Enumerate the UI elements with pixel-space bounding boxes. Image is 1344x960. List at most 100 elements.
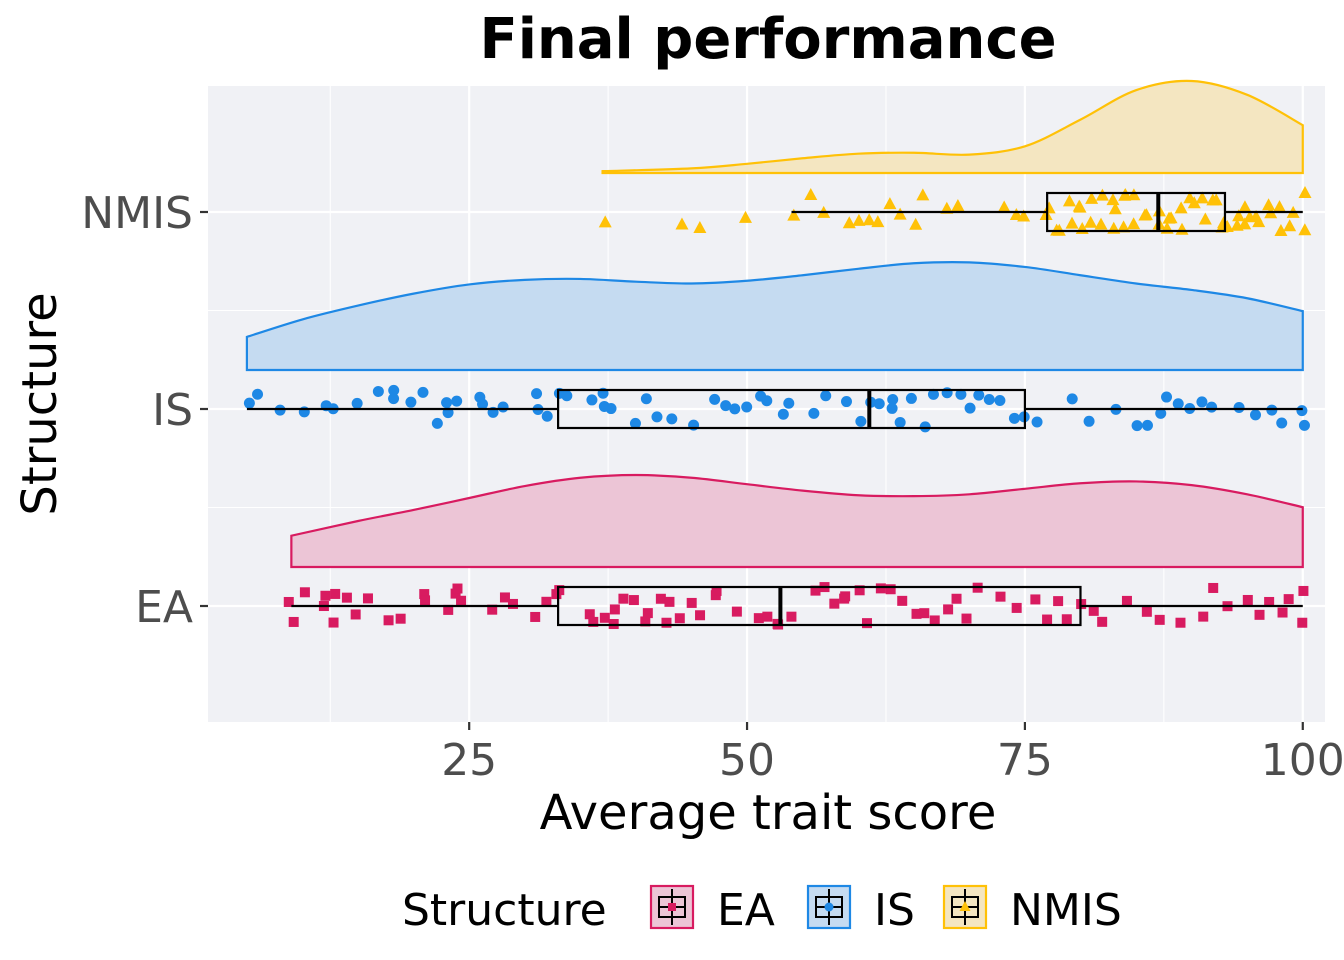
data-point-is [1131, 420, 1143, 432]
legend: Structure EA IS NMIS [402, 884, 1122, 936]
data-point-nmis [804, 188, 818, 201]
data-point-is [808, 407, 820, 419]
data-point-nmis [916, 188, 930, 201]
data-point-nmis [1232, 209, 1246, 222]
data-point-is [894, 416, 906, 428]
data-point-is [1250, 409, 1262, 421]
data-point-ea [772, 618, 783, 629]
data-point-is [1233, 401, 1245, 413]
data-point-ea [541, 596, 552, 607]
data-point-is [886, 402, 898, 414]
x-tick-label: 50 [719, 735, 775, 786]
data-point-is [651, 411, 663, 423]
data-point-ea [1175, 617, 1186, 628]
legend-item-nmis: NMIS [942, 884, 1122, 936]
data-point-ea [530, 611, 541, 622]
data-point-ea [1061, 614, 1072, 625]
data-point-ea [1298, 585, 1309, 596]
data-point-is [605, 403, 617, 415]
data-point-ea [961, 613, 972, 624]
data-point-is [709, 393, 721, 405]
data-point-is [1031, 416, 1043, 428]
data-point-ea [695, 610, 706, 621]
data-point-ea [1208, 582, 1219, 593]
data-point-ea [328, 617, 339, 628]
data-point-nmis [1298, 223, 1312, 236]
data-point-ea [507, 598, 518, 609]
data-point-ea [1277, 607, 1288, 618]
data-point-nmis [1273, 200, 1287, 213]
box-ea [557, 585, 1082, 627]
data-point-ea [362, 593, 373, 604]
data-point-ea [299, 587, 310, 598]
data-point-nmis [893, 207, 907, 220]
data-point-ea [599, 612, 610, 623]
data-point-nmis [1206, 193, 1220, 206]
data-point-ea [1088, 605, 1099, 616]
data-point-is [431, 417, 443, 429]
data-point-nmis [1174, 201, 1188, 214]
data-point-is [531, 388, 543, 400]
data-point-ea [330, 588, 341, 599]
data-point-ea [995, 591, 1006, 602]
data-point-nmis [787, 208, 801, 221]
data-point-is [941, 387, 953, 399]
data-point-is [497, 401, 509, 413]
data-point-is [1161, 391, 1173, 403]
data-point-nmis [693, 220, 707, 233]
data-point-ea [499, 592, 510, 603]
data-point-nmis [738, 210, 752, 223]
data-point-nmis [1162, 211, 1176, 224]
data-point-ea [1254, 609, 1265, 620]
data-point-ea [1264, 596, 1275, 607]
data-point-nmis [940, 201, 954, 214]
data-point-is [1276, 417, 1288, 429]
data-point-is [1083, 415, 1095, 427]
data-point-is [994, 394, 1006, 406]
x-tick-label: 25 [441, 735, 497, 786]
data-point-ea [341, 592, 352, 603]
data-point-ea [854, 585, 865, 596]
data-point-is [417, 386, 429, 398]
data-point-ea [753, 613, 764, 624]
data-point-ea [951, 593, 962, 604]
data-point-is [1008, 412, 1020, 424]
data-point-nmis [997, 200, 1011, 213]
data-point-ea [628, 595, 639, 606]
data-point-ea [1283, 594, 1294, 605]
data-point-is [451, 395, 463, 407]
legend-key-marker [959, 901, 971, 911]
density-cloud-nmis [601, 79, 1304, 175]
data-point-ea [395, 613, 406, 624]
data-point-nmis [1127, 188, 1141, 201]
x-tick-label: 100 [1261, 735, 1344, 786]
data-point-nmis [1062, 194, 1076, 207]
data-point-ea [840, 591, 851, 602]
data-point-nmis [1050, 223, 1064, 236]
data-point-ea [1297, 617, 1308, 628]
data-point-is [905, 392, 917, 404]
data-point-nmis [951, 199, 965, 212]
data-point-ea [288, 616, 299, 627]
data-point-ea [810, 585, 821, 596]
data-point-ea [686, 597, 697, 608]
data-point-nmis [1238, 217, 1252, 230]
data-point-ea [1154, 614, 1165, 625]
data-point-ea [456, 595, 467, 606]
data-point-nmis [862, 213, 876, 226]
data-point-ea [419, 589, 430, 600]
legend-label-is: IS [874, 885, 915, 936]
data-point-nmis [1198, 212, 1212, 225]
y-tick-label: EA [135, 582, 193, 633]
data-point-ea [897, 595, 908, 606]
data-point-nmis [1217, 216, 1231, 229]
data-point-ea [1141, 606, 1152, 617]
data-point-is [405, 396, 417, 408]
data-point-nmis [1095, 188, 1109, 201]
y-axis-title: Structure [12, 292, 68, 515]
data-point-ea [1198, 611, 1209, 622]
data-point-nmis [1195, 191, 1209, 204]
data-point-is [973, 389, 985, 401]
data-point-ea [554, 585, 565, 596]
